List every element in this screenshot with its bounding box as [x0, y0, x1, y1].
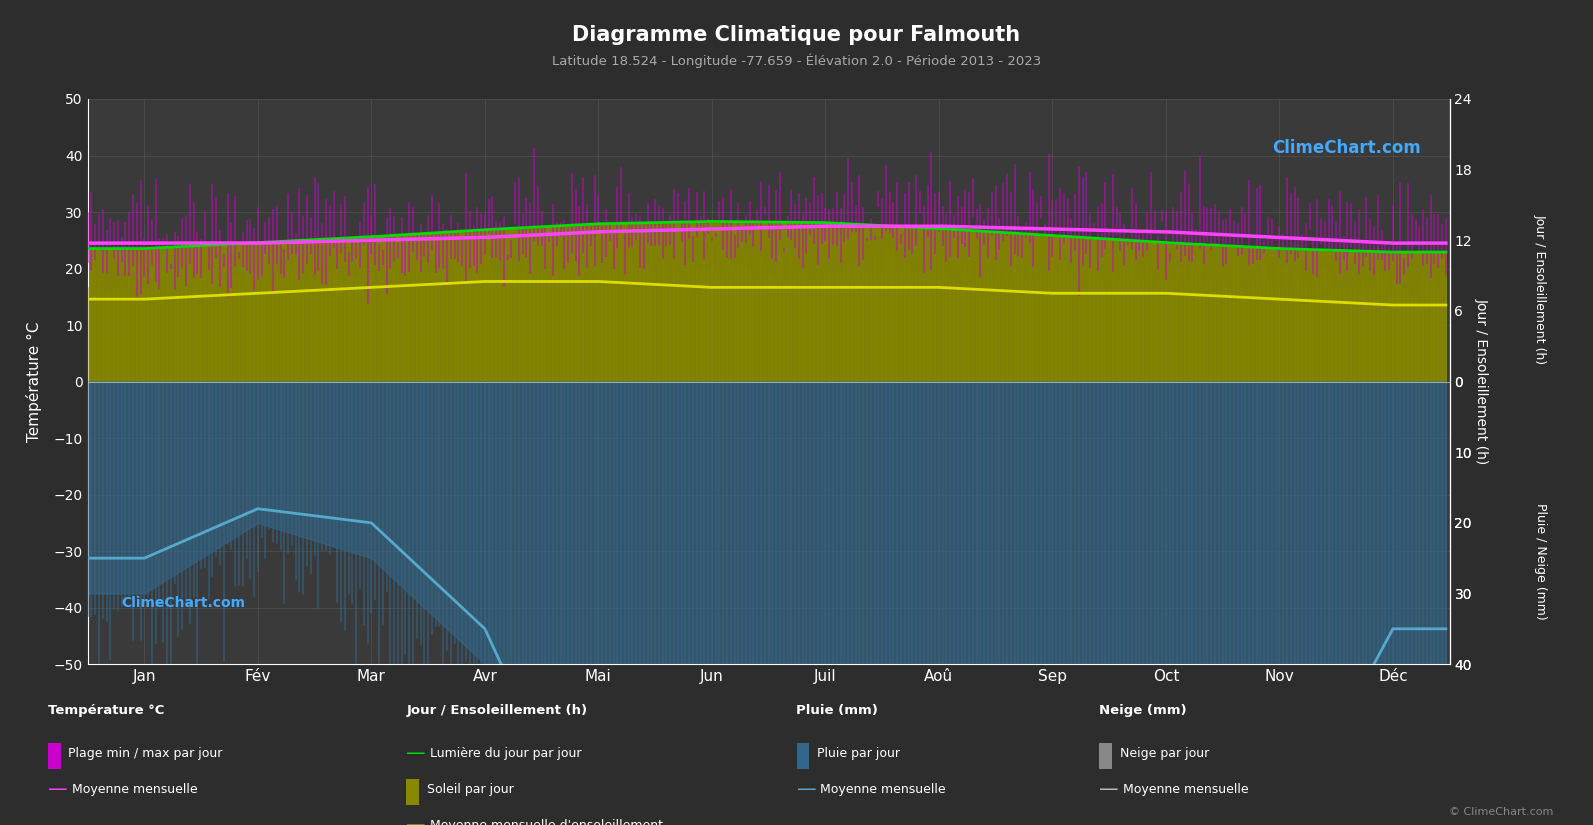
- Text: Neige (mm): Neige (mm): [1099, 704, 1187, 717]
- Text: Température °C: Température °C: [48, 704, 164, 717]
- Text: —: —: [796, 780, 816, 799]
- Text: Lumière du jour par jour: Lumière du jour par jour: [430, 747, 581, 760]
- Text: Plage min / max par jour: Plage min / max par jour: [68, 747, 223, 760]
- Text: Soleil par jour: Soleil par jour: [427, 783, 513, 796]
- Text: Diagramme Climatique pour Falmouth: Diagramme Climatique pour Falmouth: [572, 25, 1021, 45]
- Text: Jour / Ensoleillement (h): Jour / Ensoleillement (h): [406, 704, 588, 717]
- Text: Jour / Ensoleillement (h): Jour / Ensoleillement (h): [1534, 214, 1547, 364]
- Text: —: —: [1099, 780, 1118, 799]
- Text: Latitude 18.524 - Longitude -77.659 - Élévation 2.0 - Période 2013 - 2023: Latitude 18.524 - Longitude -77.659 - Él…: [551, 54, 1042, 68]
- Y-axis label: Température °C: Température °C: [27, 321, 43, 442]
- Text: Moyenne mensuelle: Moyenne mensuelle: [1123, 783, 1249, 796]
- Text: —: —: [406, 816, 425, 825]
- Text: ClimeChart.com: ClimeChart.com: [121, 596, 245, 610]
- Text: Neige par jour: Neige par jour: [1120, 747, 1209, 760]
- Text: © ClimeChart.com: © ClimeChart.com: [1448, 807, 1553, 817]
- Text: ClimeChart.com: ClimeChart.com: [1273, 139, 1421, 157]
- Text: Pluie / Neige (mm): Pluie / Neige (mm): [1534, 502, 1547, 620]
- Y-axis label: Jour / Ensoleillement (h): Jour / Ensoleillement (h): [1475, 299, 1488, 464]
- Text: —: —: [406, 743, 425, 763]
- Text: Moyenne mensuelle: Moyenne mensuelle: [72, 783, 198, 796]
- Text: Moyenne mensuelle d'ensoleillement: Moyenne mensuelle d'ensoleillement: [430, 819, 663, 825]
- Text: Moyenne mensuelle: Moyenne mensuelle: [820, 783, 946, 796]
- Text: Pluie par jour: Pluie par jour: [817, 747, 900, 760]
- Text: —: —: [48, 780, 67, 799]
- Text: Pluie (mm): Pluie (mm): [796, 704, 878, 717]
